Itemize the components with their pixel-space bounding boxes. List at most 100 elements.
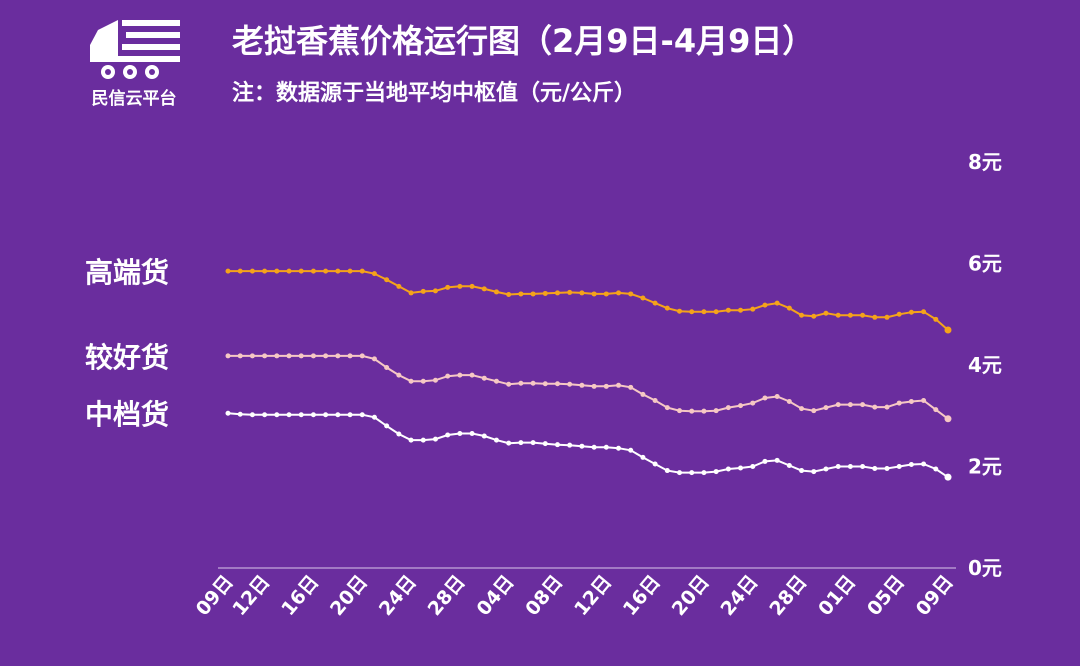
data-point (445, 373, 451, 379)
data-point (628, 447, 634, 453)
data-point (396, 283, 402, 289)
data-point (921, 309, 927, 315)
data-point (701, 408, 707, 414)
data-point (603, 291, 609, 297)
data-point (933, 316, 939, 322)
data-point (628, 291, 634, 297)
data-point (860, 402, 866, 408)
data-point (591, 291, 597, 297)
chart-title: 老挝香蕉价格运行图（2月9日-4月9日） (232, 22, 814, 60)
data-point (408, 437, 414, 443)
data-point (725, 405, 731, 411)
data-point (420, 378, 426, 384)
data-point (274, 268, 280, 274)
data-point (884, 466, 890, 472)
data-point (762, 458, 768, 464)
y-tick-label: 4元 (968, 353, 1002, 377)
data-point (908, 399, 914, 405)
data-point (408, 378, 414, 384)
data-point (921, 461, 927, 467)
data-point (823, 466, 829, 472)
data-point (677, 308, 683, 314)
data-point (396, 372, 402, 378)
data-point (323, 412, 329, 418)
data-point (554, 442, 560, 448)
data-point (298, 268, 304, 274)
data-point (567, 289, 573, 295)
data-point (237, 353, 243, 359)
data-point (738, 465, 744, 471)
data-point (652, 398, 658, 404)
data-point (750, 400, 756, 406)
data-point (249, 353, 255, 359)
data-point (689, 470, 695, 476)
data-point (799, 312, 805, 318)
data-point (811, 408, 817, 414)
data-point (944, 473, 952, 481)
data-point (335, 353, 341, 359)
data-point (786, 305, 792, 311)
data-point (799, 468, 805, 474)
data-point (921, 398, 927, 404)
data-point (640, 391, 646, 397)
data-point (469, 283, 475, 289)
data-point (835, 464, 841, 469)
data-point (933, 407, 939, 413)
data-point (677, 408, 683, 414)
data-point (579, 382, 585, 388)
data-point (225, 268, 231, 274)
legend-label: 高端货 (85, 256, 169, 289)
y-tick-label: 0元 (968, 556, 1002, 580)
data-point (445, 432, 451, 438)
data-point (445, 284, 451, 290)
y-tick-label: 8元 (968, 150, 1002, 174)
data-point (481, 286, 487, 292)
data-point (811, 313, 817, 319)
data-point (371, 356, 377, 362)
data-point (286, 412, 292, 418)
data-point (506, 291, 512, 297)
data-point (616, 445, 622, 451)
data-point (518, 291, 524, 297)
data-point (420, 288, 426, 294)
data-point (554, 381, 560, 387)
data-point (371, 414, 377, 420)
data-point (640, 295, 646, 301)
data-point (249, 412, 255, 418)
data-point (860, 312, 866, 318)
data-point (530, 380, 536, 386)
data-point (420, 437, 426, 443)
data-point (457, 431, 463, 437)
data-point (591, 444, 597, 450)
data-point (616, 290, 622, 296)
data-point (506, 381, 512, 387)
data-point (542, 381, 548, 387)
data-point (286, 353, 292, 359)
data-point (847, 402, 853, 408)
data-point (457, 372, 463, 378)
data-point (542, 290, 548, 296)
legend-label: 较好货 (85, 341, 169, 374)
data-point (432, 288, 438, 294)
data-point (896, 464, 902, 469)
data-point (384, 423, 390, 429)
data-point (335, 412, 341, 418)
data-point (872, 404, 878, 410)
data-point (310, 268, 316, 274)
data-point (689, 408, 695, 414)
data-point (908, 461, 914, 467)
data-point (884, 314, 890, 320)
data-point (506, 440, 512, 446)
data-point (664, 405, 670, 411)
data-point (469, 431, 475, 437)
data-point (944, 326, 952, 334)
data-point (262, 268, 268, 274)
data-point (262, 353, 268, 359)
data-point (664, 468, 670, 474)
data-point (933, 466, 939, 472)
data-point (811, 469, 817, 475)
data-point (847, 464, 853, 469)
data-point (786, 399, 792, 405)
data-point (469, 372, 475, 378)
